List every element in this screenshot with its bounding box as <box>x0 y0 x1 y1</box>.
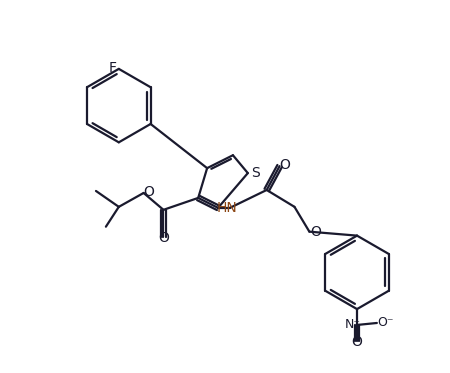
Text: O: O <box>143 185 154 199</box>
Text: F: F <box>109 61 117 75</box>
Text: O: O <box>351 335 362 349</box>
Text: HN: HN <box>216 201 237 215</box>
Text: O: O <box>279 158 290 172</box>
Text: S: S <box>252 166 260 180</box>
Text: O: O <box>158 231 169 245</box>
Text: O⁻: O⁻ <box>378 316 394 329</box>
Text: N⁺: N⁺ <box>345 319 361 332</box>
Text: O: O <box>310 225 321 239</box>
